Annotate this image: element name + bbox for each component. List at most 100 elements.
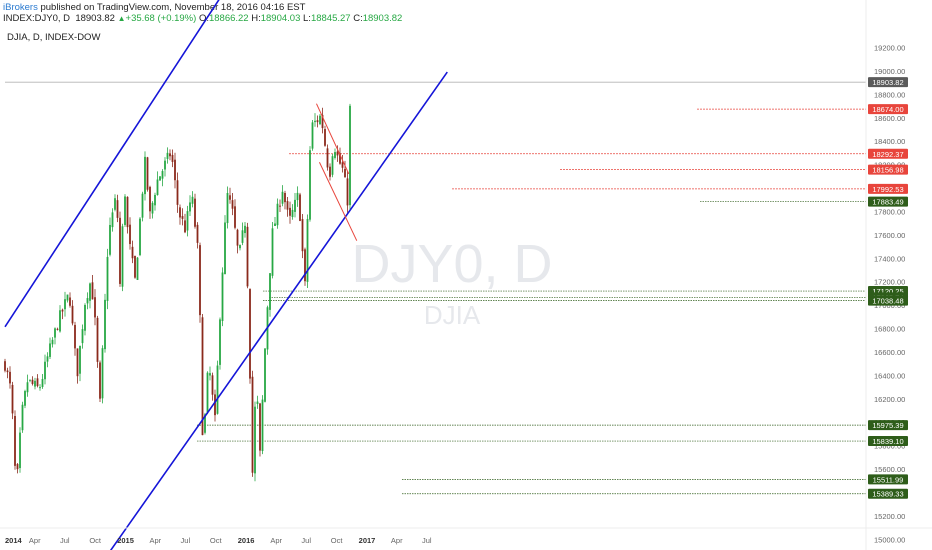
candle-body <box>166 152 169 159</box>
candle-body <box>186 211 189 231</box>
y-tick-label: 17000.00 <box>874 301 905 310</box>
candle-body <box>251 376 254 473</box>
candle-body <box>99 362 101 399</box>
candle-body <box>74 324 76 349</box>
candle-body <box>174 159 176 181</box>
candle-body <box>341 162 344 168</box>
candle-body <box>256 401 259 404</box>
candle-body <box>136 257 139 280</box>
candle-body <box>64 299 66 310</box>
candle-body <box>314 120 316 123</box>
x-tick-label: 2016 <box>238 536 255 545</box>
candle-body <box>331 156 334 175</box>
candle-body <box>89 283 91 301</box>
low-value: 18845.27 <box>310 13 351 24</box>
candle-body <box>94 297 96 318</box>
candle-body <box>189 202 191 212</box>
candle-body <box>289 207 291 216</box>
y-tick-label: 15000.00 <box>874 535 905 544</box>
candle-body <box>161 171 164 179</box>
candle-body <box>111 212 114 228</box>
candle-body <box>91 282 94 300</box>
y-tick-label: 19000.00 <box>874 67 905 76</box>
candle-body <box>254 406 256 474</box>
candle-body <box>279 205 281 207</box>
candle-body <box>41 378 44 387</box>
high-value: 18904.03 <box>260 13 301 24</box>
candle-body <box>126 196 129 228</box>
candle-body <box>311 122 314 149</box>
candle-body <box>56 328 59 330</box>
publish-info: iBrokers published on TradingView.com, N… <box>3 2 305 13</box>
flag-upper-line <box>316 103 350 175</box>
candle-body <box>261 399 264 451</box>
candle-body <box>301 219 304 252</box>
candle-body <box>76 348 79 377</box>
candle-body <box>226 192 229 224</box>
candle-body <box>39 387 41 389</box>
candle-body <box>151 202 154 214</box>
candle-body <box>281 191 284 204</box>
candle-body <box>79 345 81 374</box>
candle-body <box>336 151 339 156</box>
candle-body <box>191 196 194 204</box>
resistance-price-tag: 18156.98 <box>872 166 903 175</box>
candle-body <box>236 229 239 246</box>
candle-body <box>264 348 266 402</box>
candle-body <box>29 379 31 381</box>
candle-body <box>309 150 311 220</box>
candle-body <box>321 114 324 129</box>
candle-body <box>61 309 64 312</box>
support-price-tag-bg <box>868 420 908 431</box>
candle-body <box>14 415 16 466</box>
resistance-price-tag: 18292.37 <box>872 150 903 159</box>
candle-body <box>224 222 226 275</box>
candle-body <box>66 294 69 301</box>
candle-body <box>339 153 341 164</box>
candle-body <box>271 228 274 276</box>
candle-body <box>324 128 326 146</box>
x-tick-label: Oct <box>89 536 102 545</box>
candle-body <box>44 361 46 380</box>
candle-body <box>184 220 186 233</box>
candle-body <box>69 297 71 306</box>
candle-body <box>4 361 6 371</box>
x-tick-label: Apr <box>391 536 403 545</box>
channel-lower-line <box>109 71 448 550</box>
candle-body <box>54 328 56 338</box>
y-tick-label: 18600.00 <box>874 114 905 123</box>
quote-line: INDEX:DJY0, D 18903.82 ▲+35.68 (+0.19%) … <box>3 13 402 24</box>
candle-body <box>181 216 184 219</box>
channel-upper-line <box>4 0 220 328</box>
candle-body <box>84 304 86 331</box>
candle-body <box>129 224 131 245</box>
publisher-link[interactable]: iBrokers <box>3 2 38 13</box>
open-value: 18866.22 <box>208 13 249 24</box>
y-tick-label: 15800.00 <box>874 442 905 451</box>
watermark-name: DJIA <box>424 300 481 330</box>
candle-body <box>241 230 244 243</box>
candle-body <box>59 310 61 332</box>
candle-body <box>176 180 179 205</box>
x-tick-label: Jul <box>60 536 70 545</box>
support-price-tag: 15839.10 <box>872 437 903 446</box>
candle-body <box>274 223 276 226</box>
candle-body <box>156 179 159 196</box>
candle-body <box>9 371 11 384</box>
support-price-tag: 15511.99 <box>873 475 904 484</box>
support-price-tag: 15389.33 <box>872 490 903 499</box>
y-tick-label: 17600.00 <box>874 231 905 240</box>
y-tick-label: 15600.00 <box>874 465 905 474</box>
candle-body <box>304 249 306 282</box>
support-price-tag-bg <box>868 436 908 447</box>
candle-body <box>31 379 34 384</box>
candle-body <box>119 217 121 284</box>
candle-body <box>209 373 211 376</box>
flag-lower-line <box>318 162 358 241</box>
candle-body <box>231 200 234 209</box>
x-tick-label: Jul <box>422 536 432 545</box>
candle-body <box>344 169 346 178</box>
x-tick-label: Apr <box>270 536 282 545</box>
candle-body <box>346 178 349 206</box>
